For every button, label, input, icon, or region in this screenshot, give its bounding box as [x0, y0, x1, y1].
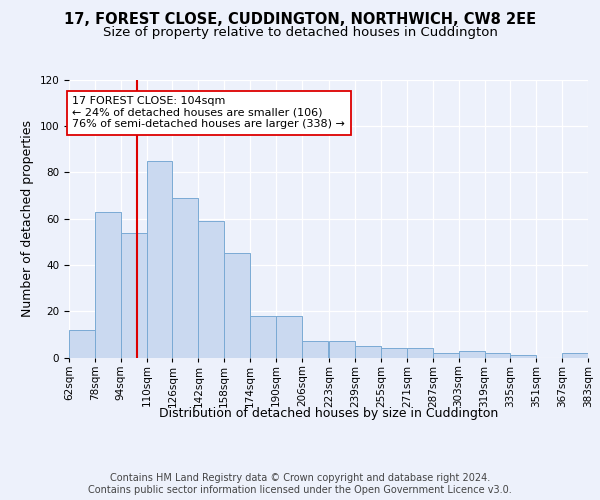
Bar: [172, 198, 199, 358]
Bar: [407, 348, 433, 358]
Bar: [224, 254, 250, 358]
Bar: [562, 353, 588, 358]
Bar: [199, 221, 224, 358]
Text: 17 FOREST CLOSE: 104sqm
← 24% of detached houses are smaller (106)
76% of semi-d: 17 FOREST CLOSE: 104sqm ← 24% of detache…: [72, 96, 345, 130]
Text: Distribution of detached houses by size in Cuddington: Distribution of detached houses by size …: [159, 408, 499, 420]
Bar: [485, 353, 511, 358]
Bar: [355, 346, 381, 358]
Bar: [276, 316, 302, 358]
Text: 17, FOREST CLOSE, CUDDINGTON, NORTHWICH, CW8 2EE: 17, FOREST CLOSE, CUDDINGTON, NORTHWICH,…: [64, 12, 536, 28]
Bar: [69, 330, 95, 357]
Text: Contains HM Land Registry data © Crown copyright and database right 2024.
Contai: Contains HM Land Registry data © Crown c…: [88, 474, 512, 495]
Bar: [302, 342, 328, 357]
Text: Size of property relative to detached houses in Cuddington: Size of property relative to detached ho…: [103, 26, 497, 39]
Bar: [433, 353, 458, 358]
Bar: [458, 350, 485, 358]
Bar: [121, 232, 146, 358]
Bar: [329, 342, 355, 357]
Bar: [95, 212, 121, 358]
Bar: [511, 355, 536, 358]
Bar: [146, 161, 172, 358]
Y-axis label: Number of detached properties: Number of detached properties: [21, 120, 34, 318]
Bar: [250, 316, 276, 358]
Bar: [381, 348, 407, 358]
